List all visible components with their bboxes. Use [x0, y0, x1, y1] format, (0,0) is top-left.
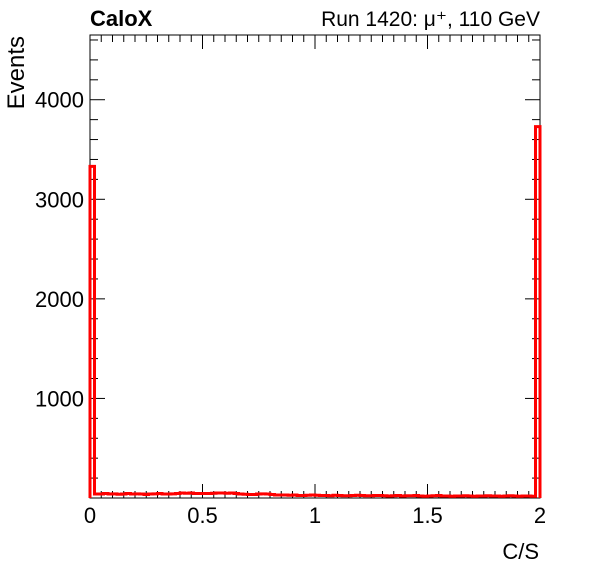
y-tick-label: 1000 — [35, 386, 84, 411]
x-tick-label: 2 — [534, 503, 546, 528]
y-tick-labels: 1000 2000 3000 4000 — [35, 88, 84, 412]
y-tick-label: 2000 — [35, 287, 84, 312]
major-ticks — [89, 35, 541, 498]
minor-ticks — [90, 35, 540, 498]
x-tick-labels: 0 0.5 1 1.5 2 — [84, 503, 546, 528]
plot-frame — [89, 34, 541, 499]
y-tick-label: 3000 — [35, 187, 84, 212]
x-tick-label: 0 — [84, 503, 96, 528]
x-tick-label: 1.5 — [412, 503, 443, 528]
x-tick-label: 1 — [309, 503, 321, 528]
y-axis-label: Events — [3, 36, 30, 109]
histogram-series-line — [88, 125, 542, 498]
x-axis-label: C/S — [502, 539, 539, 564]
x-tick-label: 0.5 — [187, 503, 218, 528]
run-label: Run 1420: μ⁺, 110 GeV — [321, 8, 540, 31]
y-tick-label: 4000 — [35, 88, 84, 113]
experiment-label: CaloX — [90, 6, 153, 31]
